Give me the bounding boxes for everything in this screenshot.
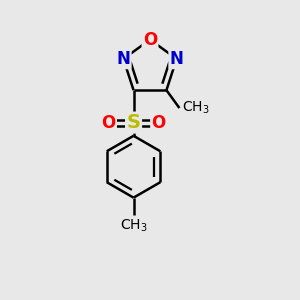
Text: O: O [143, 31, 157, 49]
Text: CH$_3$: CH$_3$ [182, 100, 209, 116]
Text: N: N [116, 50, 130, 68]
Text: CH$_3$: CH$_3$ [120, 218, 147, 234]
Text: S: S [127, 113, 141, 132]
Text: N: N [170, 50, 184, 68]
Text: O: O [152, 114, 166, 132]
Text: O: O [101, 114, 116, 132]
